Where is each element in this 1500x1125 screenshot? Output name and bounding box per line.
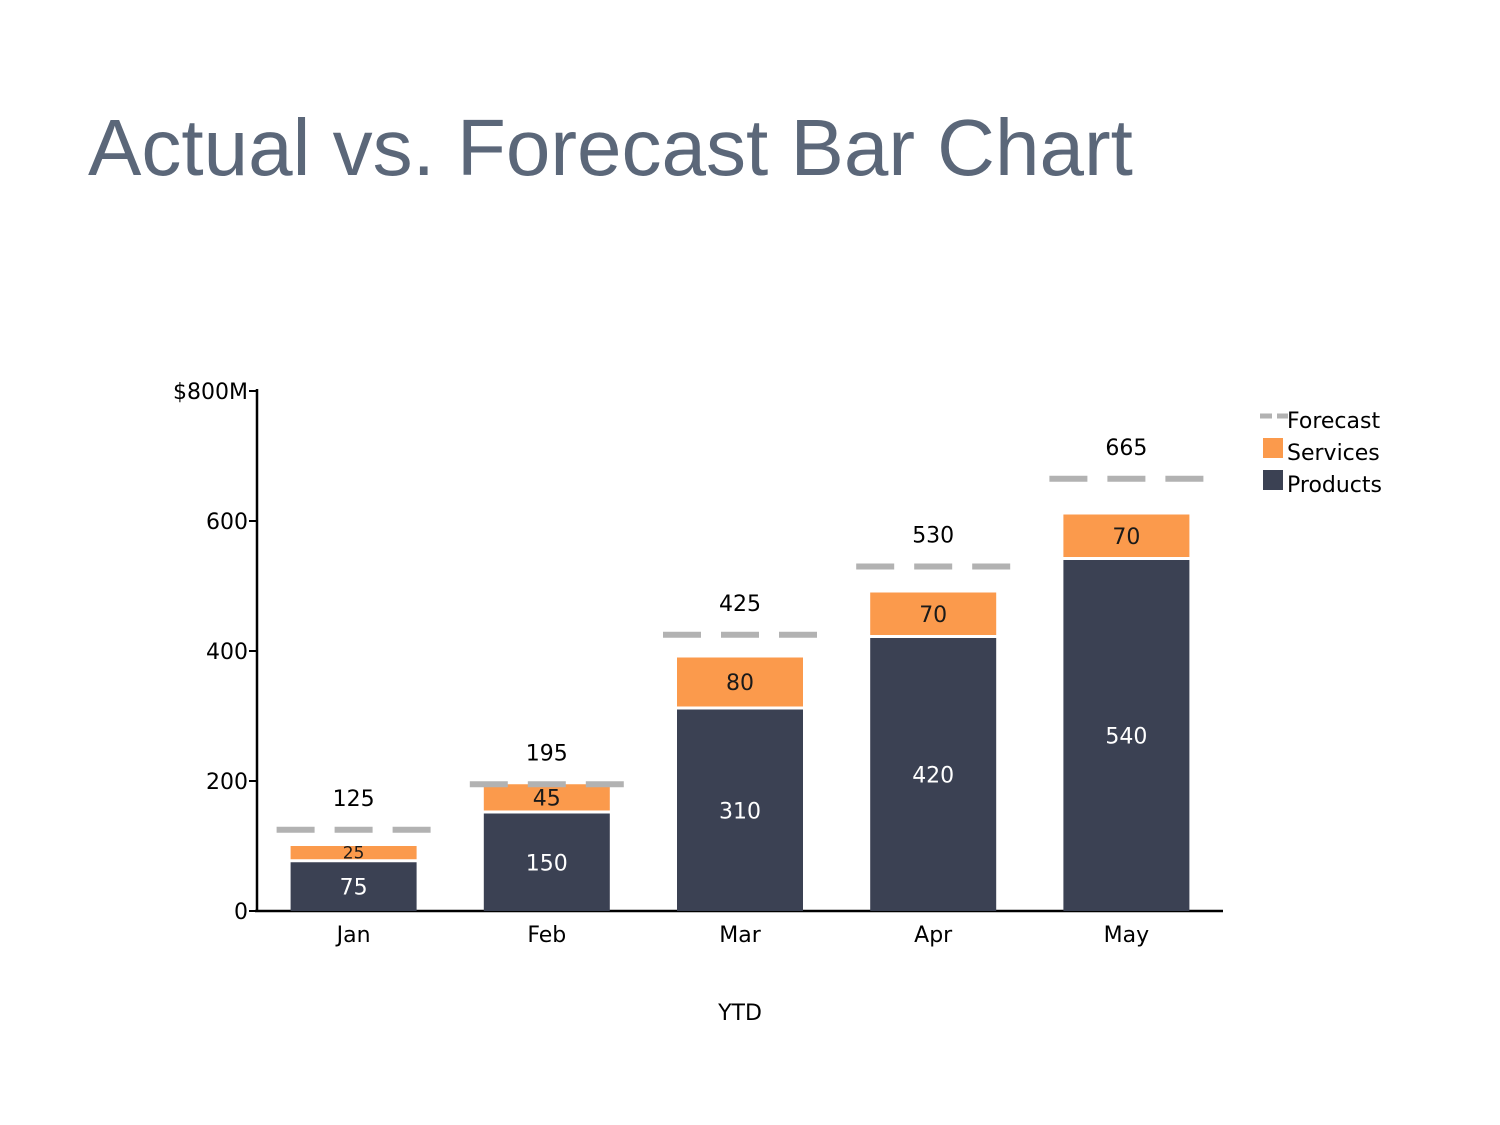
y-tick-label: 200: [206, 770, 248, 795]
bar-services: [483, 784, 610, 811]
x-axis-title: YTD: [717, 1001, 762, 1026]
data-label-services: 70: [1112, 525, 1140, 550]
y-tick-label: 0: [234, 900, 248, 925]
data-label-products: 540: [1105, 725, 1147, 750]
chart-title: Actual vs. Forecast Bar Chart: [88, 103, 1133, 192]
data-label-products: 75: [340, 876, 368, 901]
bar-products: [290, 862, 417, 911]
x-tick-label: Mar: [719, 923, 761, 948]
bar-products: [870, 638, 997, 911]
legend-label-services: Services: [1287, 441, 1380, 466]
y-tick-label: 400: [206, 640, 248, 665]
x-tick-label: Apr: [914, 923, 953, 948]
data-label-services: 80: [726, 671, 754, 696]
data-label-products: 420: [912, 764, 954, 789]
data-label-services: 70: [919, 603, 947, 628]
y-tick-label: 600: [206, 510, 248, 535]
bar-products: [1063, 560, 1190, 911]
legend-label-products: Products: [1287, 473, 1382, 498]
bar-products: [483, 813, 610, 911]
y-tick-label: $800M: [173, 380, 248, 405]
legend-label-forecast: Forecast: [1287, 409, 1380, 434]
forecast-label: 665: [1105, 436, 1147, 461]
x-tick-label: Feb: [527, 923, 566, 948]
data-label-services: 25: [343, 844, 365, 864]
forecast-label: 425: [719, 592, 761, 617]
legend-swatch-products: [1263, 470, 1283, 490]
x-tick-label: May: [1104, 923, 1149, 948]
bar-services: [870, 592, 997, 635]
forecast-label: 125: [333, 787, 375, 812]
data-label-services: 45: [533, 786, 561, 811]
bar-products: [677, 709, 803, 911]
legend-swatch-services: [1263, 438, 1283, 458]
bar-services: [677, 657, 803, 707]
forecast-label: 195: [526, 741, 568, 766]
bar-services: [290, 846, 417, 860]
bar-services: [1063, 514, 1190, 557]
x-tick-label: Jan: [335, 923, 371, 948]
data-label-products: 150: [526, 851, 568, 876]
data-label-products: 310: [719, 799, 761, 824]
forecast-label: 530: [912, 524, 954, 549]
